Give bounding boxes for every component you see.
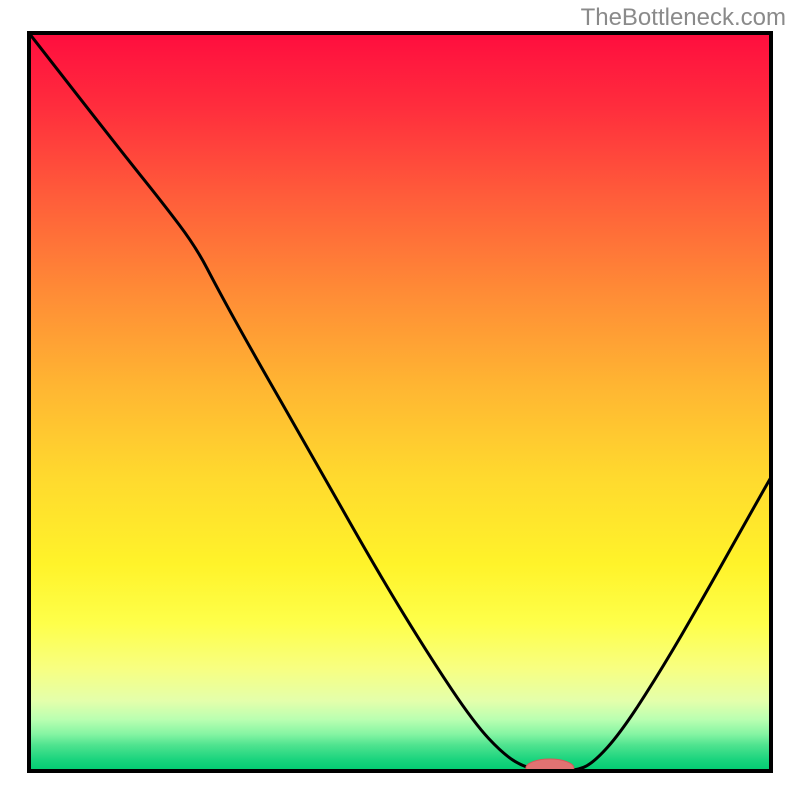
bottleneck-chart — [0, 0, 800, 800]
plot-background — [29, 33, 771, 771]
optimum-marker — [526, 759, 574, 777]
watermark-text: TheBottleneck.com — [581, 4, 786, 32]
